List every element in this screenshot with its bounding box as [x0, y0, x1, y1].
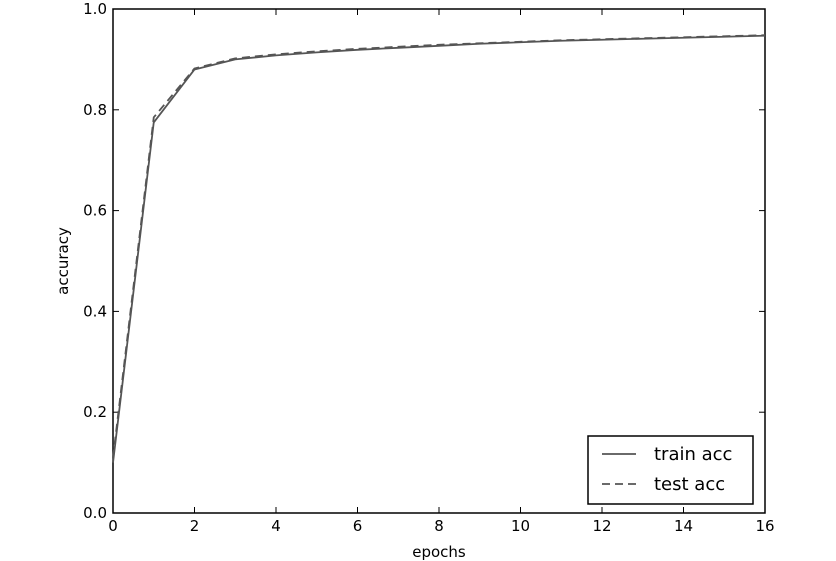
legend: train acc test acc — [587, 435, 754, 505]
x-tick-label: 16 — [755, 517, 774, 535]
x-tick-label: 6 — [353, 517, 363, 535]
y-tick-label: 0.4 — [83, 302, 107, 320]
series-lines — [112, 34, 766, 463]
x-axis-label: epochs — [412, 543, 466, 561]
series-line-0 — [112, 34, 766, 463]
series-line-1 — [112, 34, 766, 458]
axis-ticks: 0 2 4 6 8 10 12 14 16 0.0 0.2 0.4 0.6 0.8 1.0 — [83, 0, 774, 535]
plot-area — [112, 8, 766, 514]
x-tick-label: 10 — [511, 517, 530, 535]
x-tick-label: 0 — [108, 517, 118, 535]
x-tick-label: 8 — [434, 517, 444, 535]
y-tick-label: 0.2 — [83, 403, 107, 421]
y-tick-label: 0.8 — [83, 101, 107, 119]
x-tick-label: 12 — [592, 517, 611, 535]
y-tick-label: 0.6 — [83, 202, 107, 220]
y-axis-label: accuracy — [54, 227, 72, 295]
legend-box — [587, 435, 754, 505]
legend-label: test acc — [654, 474, 725, 495]
legend-label: train acc — [654, 444, 732, 465]
y-tick-label: 1.0 — [83, 0, 107, 18]
y-tick-label: 0.0 — [83, 504, 107, 522]
x-tick-label: 2 — [190, 517, 200, 535]
x-tick-label: 14 — [674, 517, 693, 535]
x-tick-label: 4 — [271, 517, 281, 535]
